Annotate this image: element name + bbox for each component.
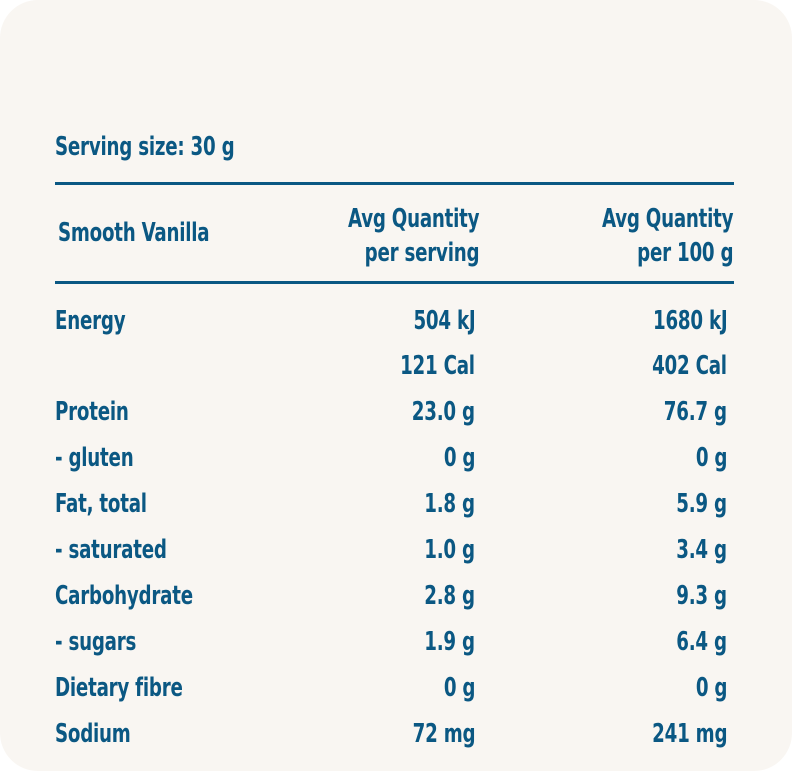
row-per-100g: 241 mg [651, 719, 727, 749]
per-serving-header: Avg Quantity per serving [347, 202, 480, 270]
per-100g-header-line2: per 100 g [636, 238, 733, 268]
row-per-serving: 0 g [443, 673, 476, 703]
row-per-100g: 9.3 g [676, 581, 727, 611]
row-per-100g: 6.4 g [676, 627, 727, 657]
row-per-serving: 504 kJ [413, 306, 475, 336]
row-per-100g: 3.4 g [676, 535, 727, 565]
row-label: - saturated [55, 535, 167, 565]
row-per-100g: 1680 kJ [652, 306, 728, 336]
per-100g-header: Avg Quantity per 100 g [601, 202, 734, 270]
header-bottom-rule [55, 281, 734, 284]
row-label: Protein [55, 397, 129, 427]
row-label: - gluten [55, 443, 134, 473]
row-per-serving: 1.9 g [424, 627, 475, 657]
product-name-header: Smooth Vanilla [58, 218, 210, 248]
per-100g-header-line1: Avg Quantity [601, 204, 734, 234]
serving-size: Serving size: 30 g [55, 132, 235, 162]
row-per-100g: 76.7 g [663, 397, 727, 427]
per-serving-header-line2: per serving [364, 238, 479, 268]
row-label: Energy [55, 306, 126, 336]
row-per-100g: 0 g [695, 443, 728, 473]
row-per-serving: 121 Cal [400, 351, 475, 381]
row-per-serving: 2.8 g [424, 581, 475, 611]
per-serving-header-line1: Avg Quantity [347, 204, 480, 234]
row-label: - sugars [55, 627, 137, 657]
row-per-serving: 1.0 g [424, 535, 475, 565]
row-per-serving: 0 g [443, 443, 476, 473]
row-label: Sodium [55, 719, 131, 749]
row-label: Fat, total [55, 489, 147, 519]
row-per-serving: 23.0 g [411, 397, 475, 427]
row-per-100g: 0 g [695, 673, 728, 703]
row-per-100g: 5.9 g [676, 489, 727, 519]
row-label: Carbohydrate [55, 581, 193, 611]
header-top-rule [55, 182, 734, 185]
row-per-serving: 72 mg [412, 719, 475, 749]
row-per-100g: 402 Cal [652, 351, 727, 381]
row-label: Dietary fibre [55, 673, 183, 703]
row-per-serving: 1.8 g [424, 489, 475, 519]
